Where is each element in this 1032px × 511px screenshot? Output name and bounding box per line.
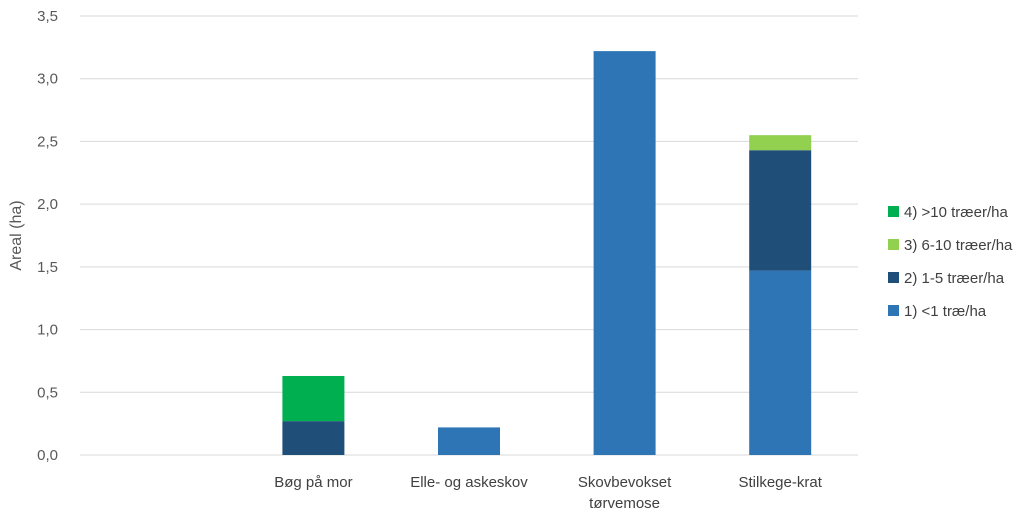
legend-swatch	[888, 305, 899, 316]
bar-segment	[282, 375, 345, 422]
y-tick-label: 3,5	[37, 8, 58, 25]
legend-label: 2) 1-5 træer/ha	[904, 270, 1005, 287]
legend: 4) >10 træer/ha 3) 6-10 træer/ha 2) 1-5 tr…	[888, 204, 1013, 320]
bar-segment	[438, 427, 500, 455]
bar-segment	[593, 51, 656, 456]
x-category-label: Bøg på mor	[274, 474, 352, 491]
y-axis-ticks: 0,0 0,5 1,0 1,5 2,0 2,5 3,0 3,5	[37, 8, 58, 464]
y-tick-label: 1,0	[37, 322, 58, 339]
legend-label: 3) 6-10 træer/ha	[904, 237, 1013, 254]
legend-label: 1) <1 træ/ha	[904, 303, 987, 320]
y-tick-label: 0,0	[37, 447, 58, 464]
bar-segment	[282, 421, 345, 455]
y-tick-label: 1,5	[37, 259, 58, 276]
bar-segment	[749, 135, 812, 151]
x-category-label: Skovbevokset	[578, 474, 672, 491]
x-axis-categories: Bøg på mor Elle- og askeskov Skovbevokset t…	[274, 474, 822, 511]
y-tick-label: 0,5	[37, 384, 58, 401]
gridlines	[80, 15, 858, 456]
bar-segment	[749, 270, 812, 455]
y-axis-label: Areal (ha)	[8, 200, 25, 270]
legend-swatch	[888, 206, 899, 217]
bars	[282, 51, 812, 456]
y-tick-label: 3,0	[37, 71, 58, 88]
legend-swatch	[888, 272, 899, 283]
legend-swatch	[888, 239, 899, 250]
x-category-label: Stilkege-krat	[739, 474, 823, 491]
y-tick-label: 2,5	[37, 133, 58, 150]
x-category-label: Elle- og askeskov	[410, 474, 528, 491]
legend-label: 4) >10 træer/ha	[904, 204, 1008, 221]
bar-segment	[749, 150, 812, 271]
x-category-label: tørvemose	[589, 495, 660, 511]
y-tick-label: 2,0	[37, 196, 58, 213]
